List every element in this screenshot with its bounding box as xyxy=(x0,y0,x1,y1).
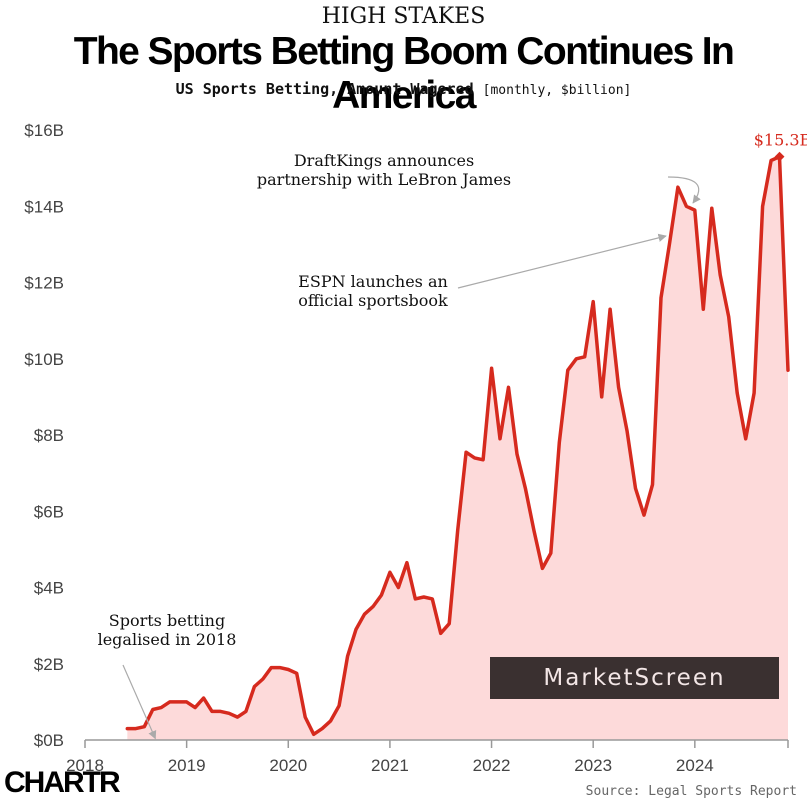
annotation-text: DraftKings announces xyxy=(294,151,474,170)
y-tick-label: $2B xyxy=(34,655,64,674)
y-tick-label: $12B xyxy=(24,274,64,293)
y-tick-label: $6B xyxy=(34,502,64,521)
annotation-text: official sportsbook xyxy=(298,291,448,310)
chart-kicker: HIGH STAKES xyxy=(321,4,486,29)
watermark-label: MarketScreen xyxy=(490,657,779,699)
x-tick-label: 2020 xyxy=(269,756,307,775)
peak-label: $15.3B xyxy=(754,131,807,150)
x-axis: 2018 2019 2020 2021 2022 2023 2024 xyxy=(66,739,789,775)
chartr-logo: CHARTR xyxy=(4,766,121,799)
subtitle-unit: [monthly, $billion] xyxy=(482,83,632,98)
y-tick-label: $16B xyxy=(24,121,64,140)
annotation-arrow xyxy=(457,233,667,289)
y-tick-label: $8B xyxy=(34,426,64,445)
x-tick-label: 2024 xyxy=(676,756,714,775)
chart-title: The Sports Betting Boom Continues In Ame… xyxy=(73,30,735,117)
x-tick-label: 2023 xyxy=(574,756,612,775)
y-axis: $0B $2B $4B $6B $8B $10B $12B $14B $16B xyxy=(24,121,64,750)
series-line xyxy=(125,154,790,737)
source-note: Source: Legal Sports Report xyxy=(585,784,797,799)
annotation-arrow xyxy=(667,176,701,204)
peak-marker xyxy=(774,151,785,162)
area-fill xyxy=(127,156,789,740)
annotation-text: legalised in 2018 xyxy=(98,630,237,649)
y-tick-label: $10B xyxy=(24,350,64,369)
subtitle-main: US Sports Betting, Amount Wagered xyxy=(175,80,474,98)
annotation-arrow xyxy=(122,664,157,740)
y-tick-label: $4B xyxy=(34,579,64,598)
chart-subtitle: US Sports Betting, Amount Wagered [month… xyxy=(0,80,807,98)
x-tick-label: 2019 xyxy=(168,756,206,775)
x-tick-label: 2022 xyxy=(473,756,511,775)
y-tick-label: $0B xyxy=(34,731,64,750)
y-tick-label: $14B xyxy=(24,197,64,216)
plot-area xyxy=(125,154,790,740)
annotation-text: partnership with LeBron James xyxy=(257,170,511,189)
x-tick-label: 2018 xyxy=(66,756,104,775)
annotation-text: ESPN launches an xyxy=(298,272,448,291)
x-tick-label: 2021 xyxy=(371,756,409,775)
annotation-text: Sports betting xyxy=(109,611,225,630)
